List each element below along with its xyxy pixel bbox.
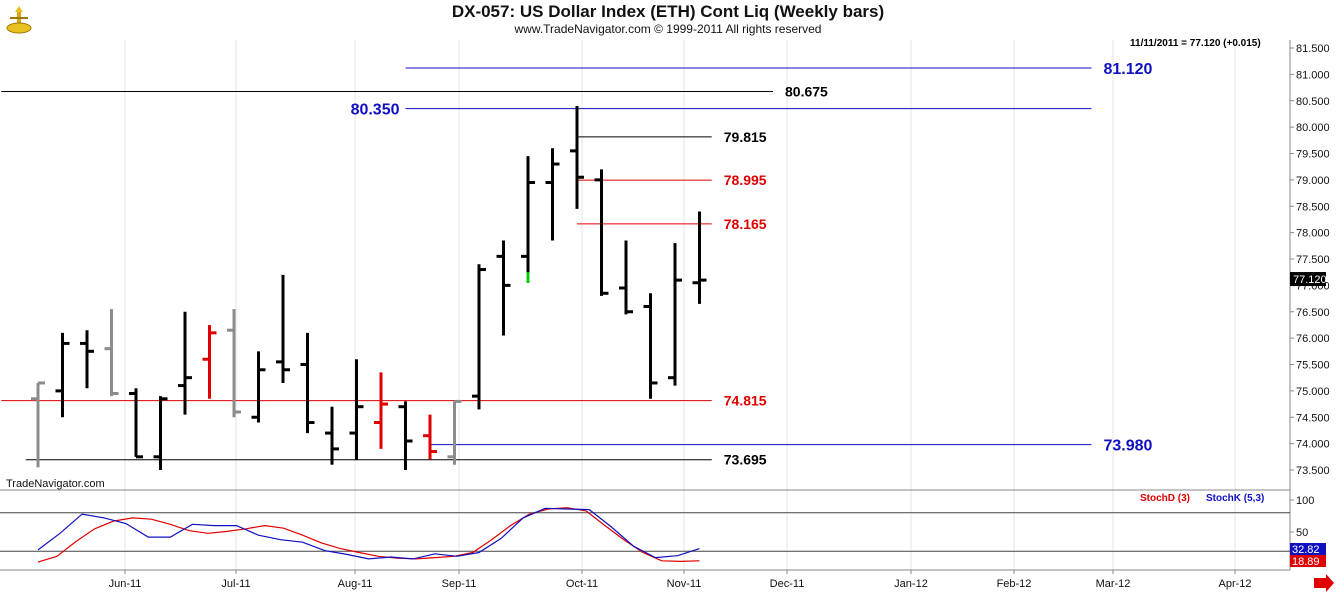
ohlc-bar xyxy=(521,156,535,283)
stochd-value-box xyxy=(1290,555,1326,567)
level-lines: 81.120 80.675 80.350 79.815 78.995 78.165 74.8… xyxy=(1,61,1153,468)
level-label: 73.695 xyxy=(724,452,767,468)
ohlc-bar xyxy=(349,359,364,460)
ohlc-bar xyxy=(398,401,413,470)
ohlc-bar xyxy=(545,148,560,241)
watermark: TradeNavigator.com xyxy=(6,478,105,490)
ohlc-bar xyxy=(300,332,315,434)
stochk-value-box xyxy=(1290,543,1326,555)
scroll-right-arrow-icon[interactable] xyxy=(1314,574,1334,592)
level-label: 80.350 xyxy=(351,102,400,119)
y-tick-label: 78.500 xyxy=(1296,201,1330,213)
stoch-tick-label: 100 xyxy=(1296,495,1314,507)
ohlc-bar xyxy=(129,388,143,459)
last-price-box xyxy=(1290,272,1326,287)
ohlc-bar xyxy=(447,399,462,465)
y-tick-label: 80.500 xyxy=(1296,96,1330,108)
x-tick-label: Jun-11 xyxy=(109,578,142,590)
y-tick-label: 80.000 xyxy=(1296,122,1330,134)
ohlc-bar xyxy=(202,324,217,399)
x-tick-label: Jul-11 xyxy=(221,578,250,590)
ohlc-bar xyxy=(31,381,45,468)
x-tick-label: Dec-11 xyxy=(770,578,805,590)
stochd-legend: StochD (3) xyxy=(1140,493,1190,504)
y-tick-label: 81.000 xyxy=(1296,69,1330,81)
ohlc-bar xyxy=(692,211,707,304)
level-label: 81.120 xyxy=(1104,61,1153,78)
ohlc-bar xyxy=(643,293,658,399)
stochk-legend: StochK (5,3) xyxy=(1206,493,1264,504)
level-label: 78.995 xyxy=(724,172,767,188)
y-tick-label: 74.000 xyxy=(1296,439,1330,451)
ohlc-bar xyxy=(80,330,94,389)
last-quote-label: 11/11/2011 = 77.120 (+0.015) xyxy=(1130,38,1261,49)
chart-title: DX-057: US Dollar Index (ETH) Cont Liq (… xyxy=(451,2,885,21)
x-tick-label: Sep-11 xyxy=(442,578,477,590)
level-label: 73.980 xyxy=(1104,438,1153,455)
y-tick-label: 73.500 xyxy=(1296,465,1330,477)
ohlc-bar xyxy=(325,406,339,465)
ohlc-bar xyxy=(594,169,609,296)
last-price-label: 77.120 xyxy=(1293,274,1327,286)
y-tick-label: 75.500 xyxy=(1296,360,1330,372)
level-label: 78.165 xyxy=(724,216,767,232)
y-tick-label: 76.500 xyxy=(1296,307,1330,319)
axes: Jun-11 Jul-11 Aug-11 Sep-11 Oct-11 Nov-11 Dec-… xyxy=(109,43,1330,590)
ohlc-bar xyxy=(276,274,290,383)
ohlc-bar xyxy=(668,243,682,386)
ohlc-bar xyxy=(619,240,633,315)
y-tick-label: 78.000 xyxy=(1296,228,1330,240)
ohlc-bar xyxy=(104,309,119,397)
stochastic-panel xyxy=(0,507,1290,563)
trade-navigator-logo-icon xyxy=(4,4,34,34)
x-tick-label: Apr-12 xyxy=(1218,578,1251,590)
y-tick-label: 79.000 xyxy=(1296,175,1330,187)
y-tick-label: 79.500 xyxy=(1296,149,1330,161)
y-tick-label: 76.000 xyxy=(1296,333,1330,345)
ohlc-bar xyxy=(55,332,70,418)
ohlc-bar xyxy=(423,414,437,460)
grid-lines xyxy=(124,40,1236,570)
x-tick-label: Feb-12 xyxy=(997,578,1032,590)
y-tick-label: 81.500 xyxy=(1296,43,1330,55)
chart-subtitle: www.TradeNavigator.com © 1999-2011 All r… xyxy=(514,22,822,36)
x-tick-label: Oct-11 xyxy=(566,578,598,590)
stoch-tick-label: 50 xyxy=(1296,527,1308,539)
x-tick-label: Aug-11 xyxy=(338,578,373,590)
ohlc-bar xyxy=(570,106,584,209)
y-tick-label: 74.500 xyxy=(1296,412,1330,424)
stoch-line xyxy=(37,507,700,560)
ohlc-bar xyxy=(227,309,241,418)
x-tick-label: Mar-12 xyxy=(1096,578,1131,590)
x-tick-label: Nov-11 xyxy=(667,578,702,590)
level-label: 80.675 xyxy=(785,84,828,100)
chart-frame xyxy=(0,40,1291,571)
ohlc-bar xyxy=(472,264,486,410)
ohlc-bar xyxy=(153,396,168,470)
stochd-value: 18.89 xyxy=(1292,556,1320,568)
y-tick-label: 75.000 xyxy=(1296,386,1330,398)
x-tick-label: Jan-12 xyxy=(894,578,928,590)
y-tick-label: 77.500 xyxy=(1296,254,1330,266)
ohlc-bar xyxy=(251,351,266,423)
ohlc-bar xyxy=(496,240,511,336)
level-label: 79.815 xyxy=(724,129,767,145)
level-label: 74.815 xyxy=(724,393,767,409)
stoch-line xyxy=(37,507,700,563)
stochk-value: 32.82 xyxy=(1292,544,1320,556)
ohlc-bar xyxy=(178,311,192,415)
ohlc-bar xyxy=(374,372,388,449)
price-bars xyxy=(31,106,707,470)
